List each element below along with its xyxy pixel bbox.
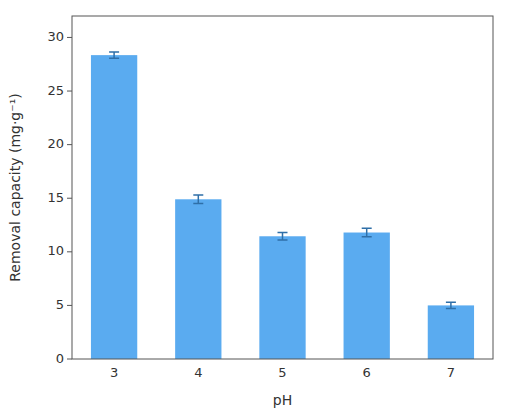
chart-svg: 0 5 10 15 20 25 30 3 4 5 6 7 pH Removal capacity (mg·… bbox=[0, 0, 509, 417]
error-bar bbox=[109, 52, 119, 58]
y-tick bbox=[67, 359, 72, 360]
bar bbox=[344, 233, 390, 359]
y-tick bbox=[67, 305, 72, 306]
bar bbox=[428, 305, 474, 359]
y-tick-label: 25 bbox=[47, 83, 64, 98]
y-axis-label: Removal capacity (mg·g⁻¹) bbox=[7, 93, 23, 281]
error-bar bbox=[362, 228, 372, 237]
x-tick-label: 5 bbox=[278, 365, 286, 380]
y-tick-label: 5 bbox=[56, 297, 64, 312]
x-tick-label: 3 bbox=[110, 365, 118, 380]
y-tick-label: 10 bbox=[47, 243, 64, 258]
x-tick-label: 6 bbox=[363, 365, 371, 380]
bar bbox=[259, 236, 305, 359]
bar bbox=[175, 199, 221, 359]
y-tick bbox=[67, 251, 72, 252]
x-axis-label: pH bbox=[273, 392, 292, 408]
x-tick-label: 4 bbox=[194, 365, 202, 380]
y-tick bbox=[67, 198, 72, 199]
bar bbox=[91, 55, 137, 359]
error-bar bbox=[446, 302, 456, 308]
y-tick bbox=[67, 91, 72, 92]
chart-container: 0 5 10 15 20 25 30 3 4 5 6 7 pH Removal capacity (mg·… bbox=[0, 0, 509, 417]
x-tick-label: 7 bbox=[447, 365, 455, 380]
y-tick bbox=[67, 144, 72, 145]
y-tick-label: 20 bbox=[47, 136, 64, 151]
error-bars bbox=[109, 52, 456, 309]
y-tick bbox=[67, 37, 72, 38]
bars bbox=[91, 55, 474, 359]
error-bar bbox=[193, 195, 203, 204]
y-tick-label: 15 bbox=[47, 190, 64, 205]
y-tick-label: 0 bbox=[56, 351, 64, 366]
y-tick-label: 30 bbox=[47, 29, 64, 44]
plot-frame bbox=[72, 16, 493, 359]
error-bar bbox=[278, 233, 288, 241]
